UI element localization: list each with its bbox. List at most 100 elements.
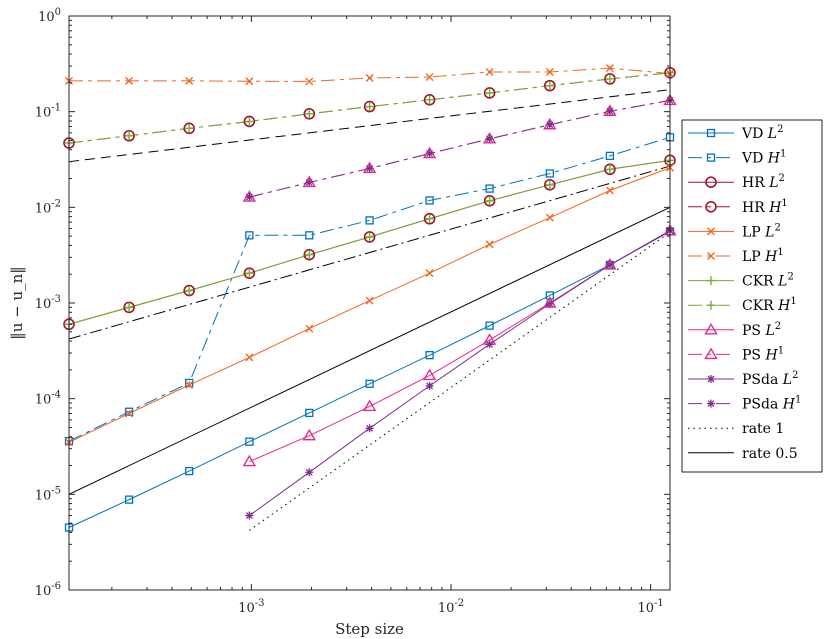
legend-marker-ckr-h1 [706,300,716,310]
data-point-vd-l2 [305,408,314,418]
data-point-lp-l2 [425,269,434,278]
data-point-vd-h1 [124,407,134,416]
data-point-ckr-l2 [184,286,194,296]
legend-marker-hr-h1 [705,201,717,213]
data-point-hr-h1 [423,94,436,106]
data-point-ckr-l2 [425,214,435,224]
data-point-psda-h1 [305,178,314,187]
data-point-hr-l2 [363,231,376,243]
data-point-hr-l2 [303,248,316,261]
plot-lines [68,67,671,531]
data-point-hr-l2 [123,301,135,314]
data-point-psda-l2 [425,381,434,390]
data-point-ps-l2 [302,428,317,441]
data-point-ckr-l2 [605,164,615,174]
data-point-vd-h1 [545,169,554,178]
legend-label-ps-h1: PS H1 [742,345,784,363]
data-point-hr-l2 [243,267,256,279]
data-point-ckr-l2 [365,232,375,242]
data-point-hr-l2 [423,212,436,225]
data-point-psda-l2 [485,340,494,349]
legend-marker-ps-l2 [704,322,718,335]
x-axis-label: Step size [335,620,404,638]
data-point-vd-l2 [245,437,254,446]
legend: VD L2 VD H1 HR L2 HR H1 LP L2 LP H1 CKR L2 CKR … [681,119,823,473]
data-point-psda-l2 [305,468,314,477]
series-line-vd-h1 [68,136,671,442]
y-axis-label: ‖u − u_n‖ [8,266,26,340]
axis-ticks: 10-6 10-5 10-4 10-3 10-2 10-1 100 10-3 10-2 10-1 [35,7,670,616]
reference-line-ref-dashed [68,89,671,163]
series-line-psda-l2 [249,230,671,516]
series-line-rate-1 [249,231,671,531]
data-point-lp-l2 [185,380,194,389]
data-point-lp-h1 [185,76,194,85]
data-point-vd-h1 [605,151,615,161]
data-point-ckr-h1 [184,123,194,133]
data-point-lp-l2 [605,186,614,195]
data-point-lp-h1 [125,76,134,85]
data-point-vd-h1 [425,196,434,205]
y-tick-label: 10-4 [35,390,61,408]
data-point-hr-h1 [183,122,195,135]
legend-label-hr-l2: HR L2 [742,173,785,191]
data-point-hr-h1 [363,100,376,113]
data-point-hr-l2 [183,284,195,297]
legend-label-rate-1: rate 1 [742,421,784,437]
data-point-ps-h1 [482,131,497,144]
legend-label-lp-h1: LP H1 [742,247,784,265]
data-point-lp-l2 [545,213,554,222]
data-point-lp-h1 [425,73,434,82]
data-point-lp-l2 [365,296,374,305]
data-point-ckr-h1 [605,74,615,84]
data-point-vd-h1 [245,231,254,240]
legend-marker-psda-h1 [707,399,715,408]
legend-label-psda-h1: PSda H1 [742,395,801,413]
legend-label-ckr-l2: CKR L2 [742,272,794,290]
data-point-ps-l2 [362,399,377,412]
data-point-hr-h1 [303,107,316,120]
legend-marker-lp-l2 [707,227,715,236]
data-point-ckr-h1 [244,116,254,126]
data-point-vd-l2 [185,466,194,476]
reference-line-ref-dashdot [68,165,671,340]
legend-marker-hr-l2 [705,176,717,188]
data-point-ckr-h1 [425,95,435,105]
y-tick-label: 10-3 [35,294,61,312]
data-point-hr-h1 [483,87,496,99]
data-point-hr-l2 [604,163,616,176]
data-point-hr-h1 [123,129,135,142]
data-point-vd-l2 [545,291,554,300]
data-point-ps-l2 [422,368,437,381]
legend-label-vd-l2: VD L2 [741,124,783,142]
legend-marker-ps-h1 [704,347,718,360]
x-tick-label: 10-2 [438,598,464,616]
data-point-lp-h1 [545,67,554,76]
legend-marker-lp-h1 [707,252,715,260]
data-point-psda-l2 [545,299,554,308]
data-point-lp-l2 [125,409,134,418]
data-point-vd-h1 [365,216,374,225]
data-point-vd-h1 [305,231,314,240]
series-line-rate-0-5 [68,206,671,495]
data-point-hr-h1 [604,73,616,85]
data-point-ps-h1 [242,190,257,202]
data-point-ps-h1 [422,146,437,159]
data-point-psda-h1 [545,120,554,129]
data-point-ps-l2 [242,454,257,467]
data-point-ckr-l2 [545,180,555,190]
legend-label-ps-l2: PS L2 [742,321,781,339]
data-point-vd-l2 [425,351,434,360]
data-point-hr-l2 [483,195,496,207]
legend-marker-vd-h1 [706,153,716,162]
data-point-vd-h1 [185,378,194,388]
data-point-vd-l2 [124,495,134,504]
y-tick-label: 10-1 [35,103,61,121]
data-point-psda-h1 [245,193,254,202]
data-point-ckr-h1 [124,131,134,141]
series-line-vd-l2 [68,230,671,528]
legend-label-ckr-h1: CKR H1 [742,296,797,314]
data-point-hr-h1 [243,115,256,128]
data-point-psda-l2 [365,424,374,433]
data-point-vd-h1 [485,184,494,193]
